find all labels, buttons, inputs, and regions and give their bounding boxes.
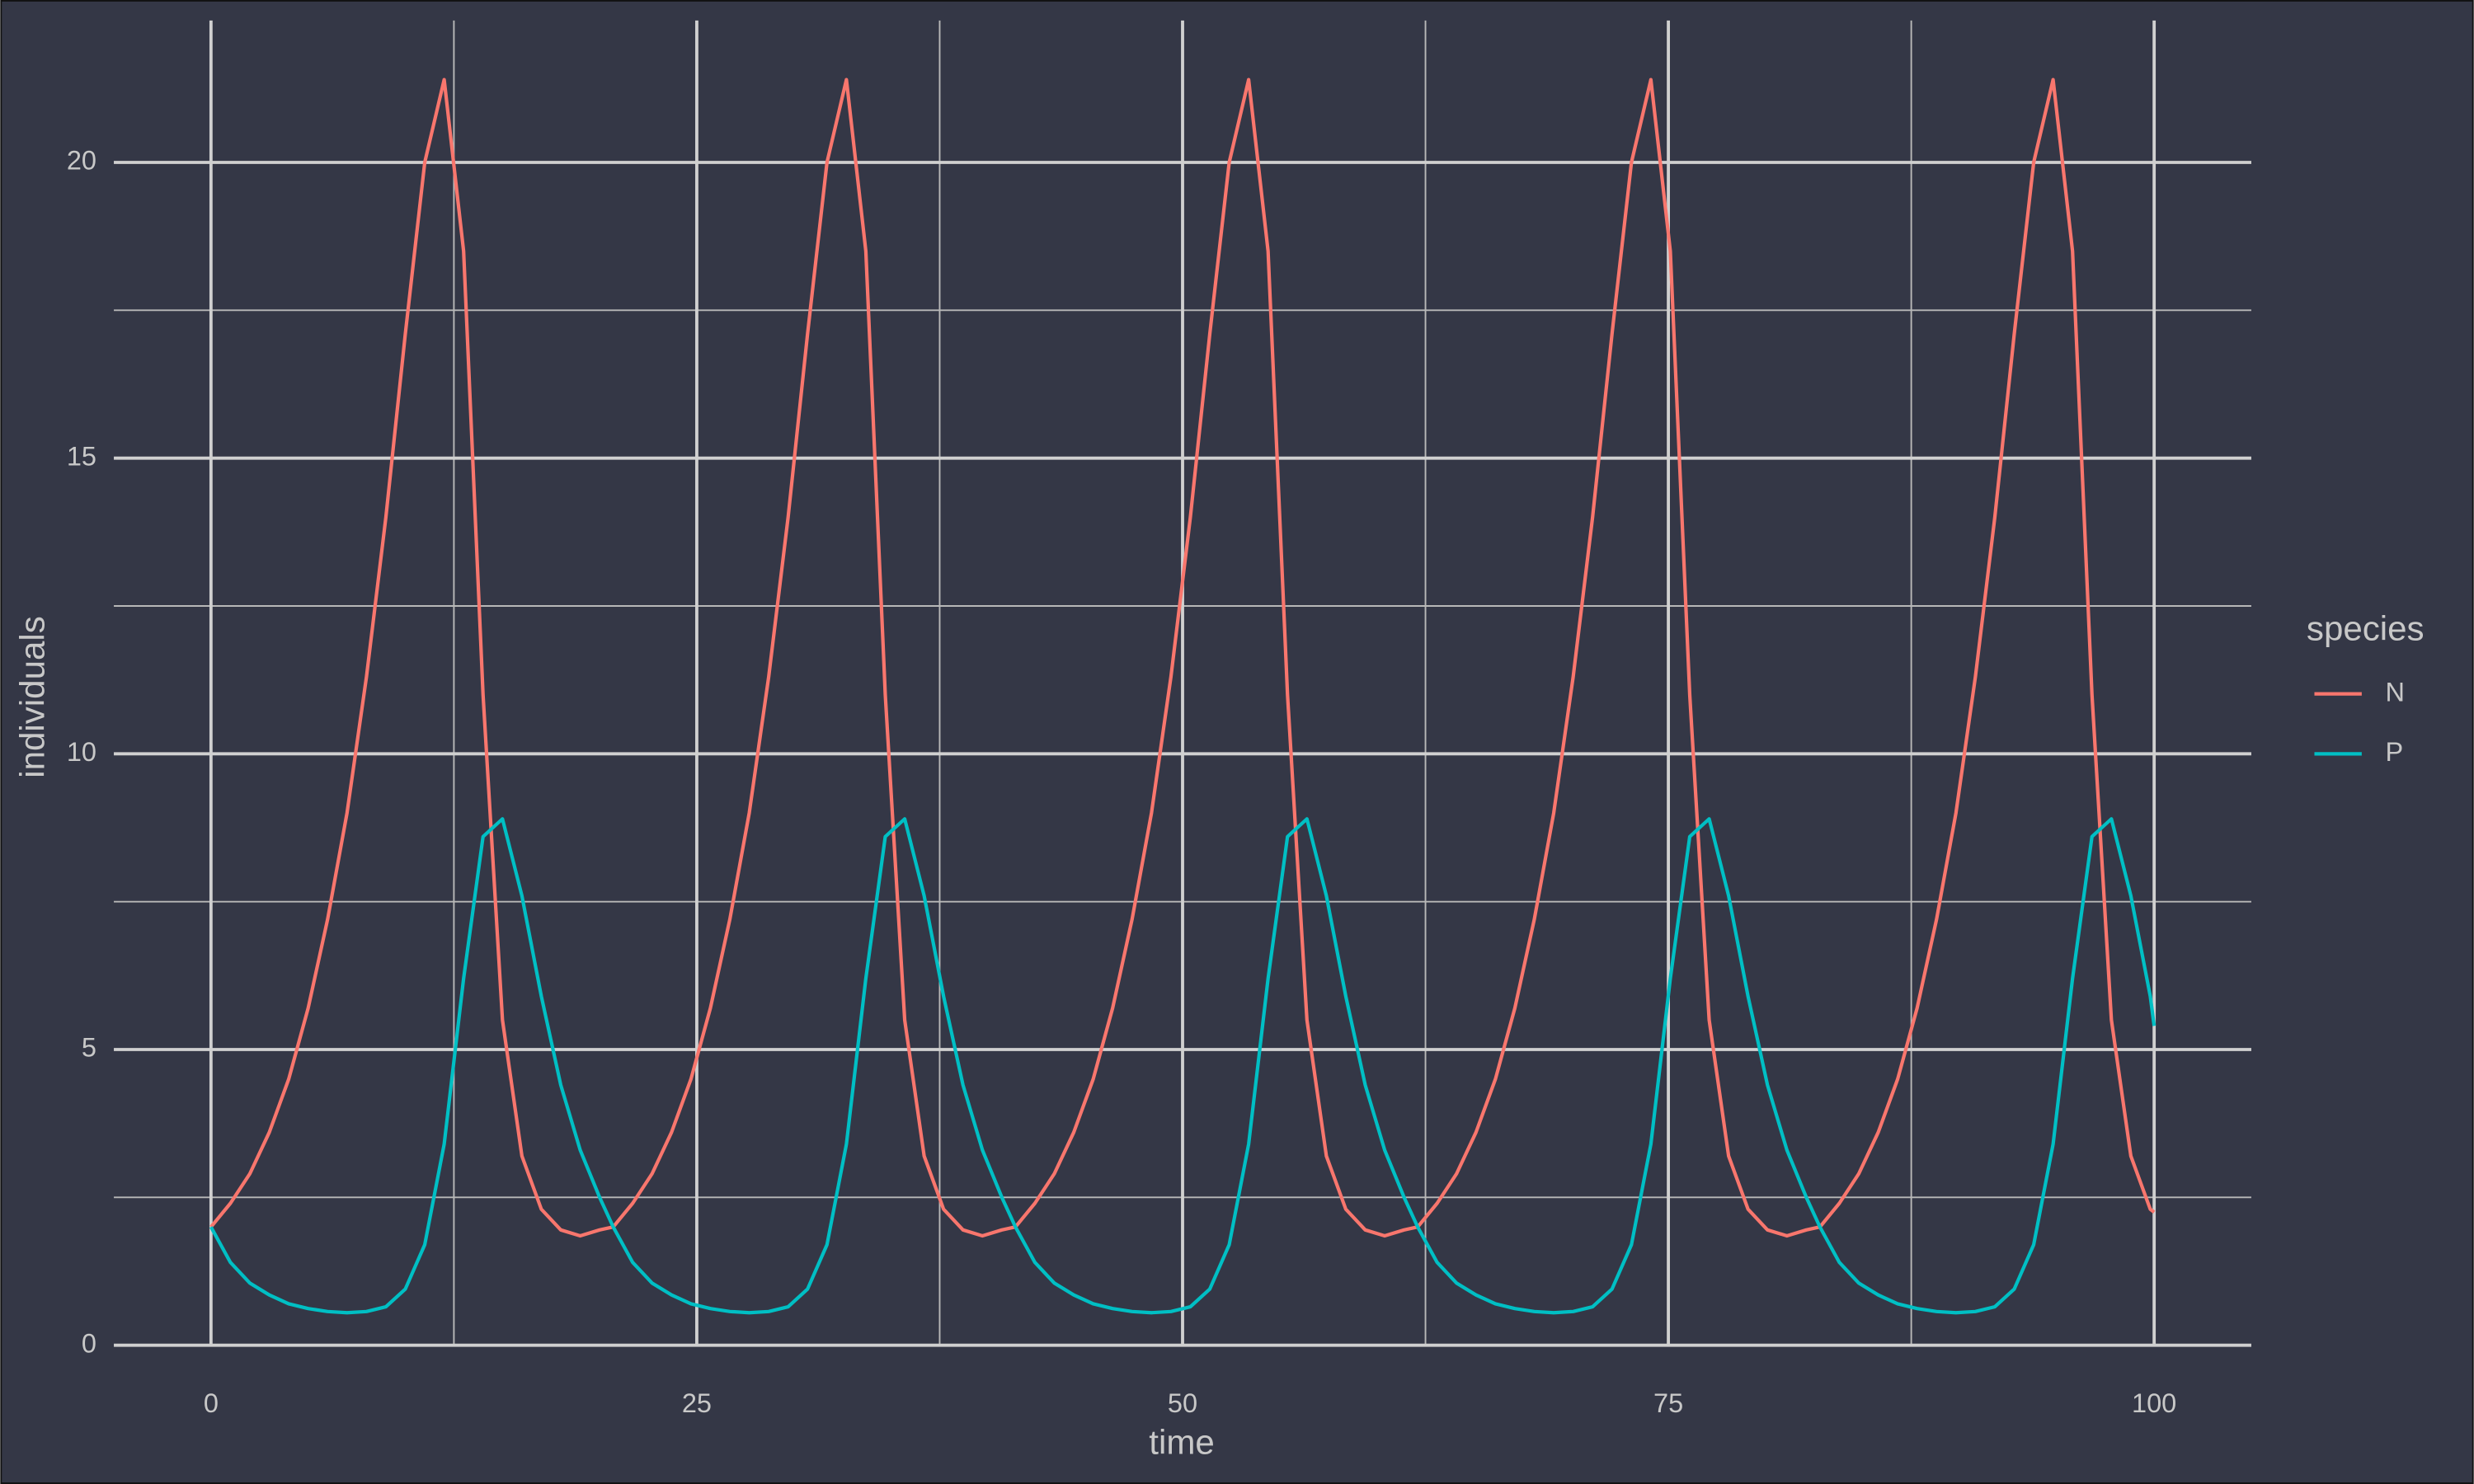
x-tick-label: 75 — [1653, 1388, 1683, 1418]
y-tick-label: 15 — [67, 441, 96, 471]
legend: NP — [2314, 677, 2405, 767]
y-tick-label: 5 — [82, 1033, 96, 1063]
legend-label: P — [2386, 737, 2404, 767]
x-axis-title: time — [1149, 1422, 1215, 1461]
y-tick-label: 10 — [67, 737, 96, 767]
x-tick-label: 50 — [1168, 1388, 1197, 1418]
y-tick-label: 20 — [67, 146, 96, 176]
series-line — [209, 77, 2156, 1238]
legend-label: N — [2386, 677, 2405, 707]
legend-title: species — [2307, 608, 2425, 647]
x-tick-label: 0 — [204, 1388, 219, 1418]
series-line — [209, 817, 2157, 1315]
x-tick-label: 100 — [2132, 1388, 2176, 1418]
x-tick-label: 25 — [682, 1388, 712, 1418]
y-axis-title: individuals — [13, 616, 52, 777]
grid — [114, 20, 2251, 1347]
y-tick-label: 0 — [82, 1328, 96, 1358]
plot-lines — [209, 77, 2157, 1315]
